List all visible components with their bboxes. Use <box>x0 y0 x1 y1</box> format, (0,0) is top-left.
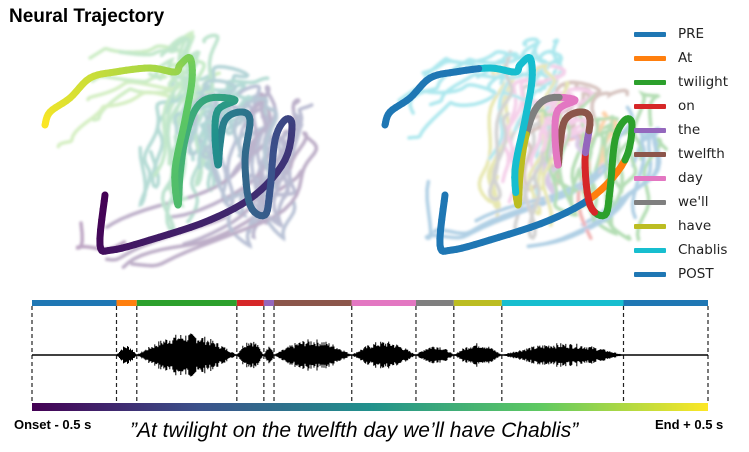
legend-swatch <box>634 152 666 157</box>
legend-label: PRE <box>678 26 705 42</box>
legend-swatch <box>634 56 666 61</box>
time-colorbar <box>32 403 708 411</box>
legend-item: At <box>634 48 746 72</box>
word-segment-well <box>415 300 454 306</box>
right-main-trajectory <box>381 53 636 255</box>
word-segment-twilight <box>136 300 237 306</box>
legend-swatch <box>634 80 666 85</box>
legend-label: Chablis <box>678 242 728 258</box>
legend-swatch <box>634 224 666 229</box>
word-segment-the <box>263 300 275 306</box>
right-trajectory-panel <box>381 37 668 255</box>
legend-swatch <box>634 176 666 181</box>
sentence-caption: ”At twilight on the twelfth day we’ll ha… <box>130 419 579 442</box>
legend-swatch <box>634 248 666 253</box>
legend-label: twilight <box>678 74 729 90</box>
end-label: End + 0.5 s <box>655 417 724 432</box>
legend: PRE At twilight on the twelfth day we'll have Cha… <box>634 24 746 288</box>
word-segment-on <box>236 300 264 306</box>
background-trajectory <box>204 64 250 136</box>
word-segment-pre <box>32 300 117 306</box>
legend-label: have <box>678 218 712 234</box>
legend-item: have <box>634 216 746 240</box>
background-trajectory <box>635 136 668 242</box>
legend-item: twilight <box>634 72 746 96</box>
legend-item: Chablis <box>634 240 746 264</box>
waveform-signal <box>117 333 624 377</box>
background-trajectory <box>477 67 506 205</box>
legend-label: At <box>678 50 693 66</box>
legend-swatch <box>634 200 666 205</box>
legend-label: we'll <box>678 194 709 210</box>
legend-swatch <box>634 104 666 109</box>
legend-swatch <box>634 272 666 277</box>
word-boundary-lines <box>31 306 709 403</box>
word-segment-at <box>116 300 137 306</box>
word-segment-day <box>351 300 416 306</box>
word-segment-bar <box>32 300 708 306</box>
legend-item: PRE <box>634 24 746 48</box>
legend-item: the <box>634 120 746 144</box>
legend-swatch <box>634 128 666 133</box>
legend-label: day <box>678 170 703 186</box>
audio-waveform <box>32 333 708 377</box>
background-trajectory <box>431 105 634 236</box>
legend-label: the <box>678 122 701 138</box>
legend-item: day <box>634 168 746 192</box>
word-segment-twelfth <box>274 300 352 306</box>
left-main-trajectory <box>41 53 296 255</box>
legend-label: twelfth <box>678 146 725 162</box>
background-trajectory <box>236 84 278 170</box>
legend-item: POST <box>634 264 746 288</box>
legend-label: on <box>678 98 695 114</box>
legend-item: twelfth <box>634 144 746 168</box>
background-trajectory <box>539 117 588 156</box>
legend-item: on <box>634 96 746 120</box>
word-segment-post <box>623 300 708 306</box>
onset-label: Onset - 0.5 s <box>14 417 92 432</box>
left-trajectory-panel <box>41 30 319 269</box>
figure-title: Neural Trajectory <box>9 6 165 27</box>
background-trajectory <box>488 50 514 202</box>
legend-label: POST <box>678 266 714 282</box>
background-trajectory <box>535 108 581 217</box>
background-trajectory <box>149 73 213 190</box>
word-segment-have <box>453 300 502 306</box>
background-trajectory <box>130 131 319 268</box>
legend-item: we'll <box>634 192 746 216</box>
word-segment-chablis <box>501 300 624 306</box>
legend-swatch <box>634 32 666 37</box>
